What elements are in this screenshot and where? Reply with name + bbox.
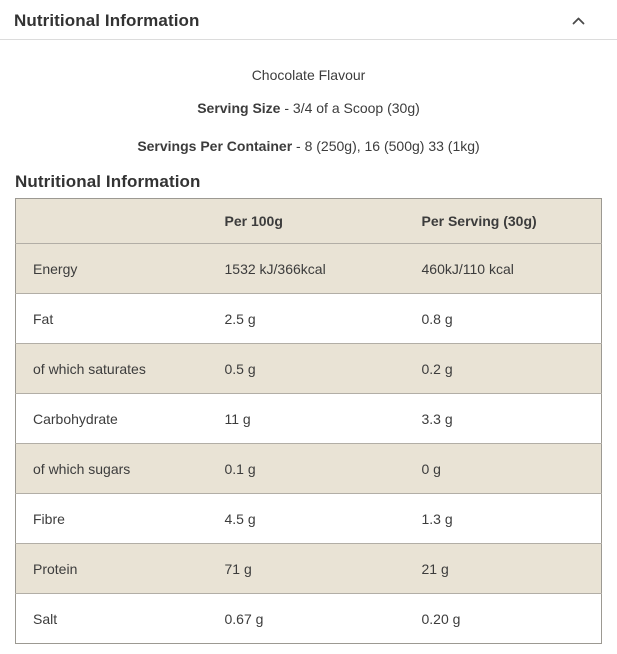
row-per-100g: 2.5 g [208, 293, 406, 344]
servings-value: - 8 (250g), 16 (500g) 33 (1kg) [292, 138, 480, 154]
row-label: Carbohydrate [15, 393, 209, 444]
header-cell-empty [15, 198, 209, 244]
row-per-100g: 0.5 g [208, 343, 406, 394]
servings-per-container-line: Servings Per Container - 8 (250g), 16 (5… [0, 138, 617, 154]
row-per-serving: 1.3 g [405, 493, 602, 544]
row-label: Salt [33, 610, 58, 627]
row-per-serving: 0.8 g [405, 293, 602, 344]
row-label: Protein [15, 543, 209, 594]
row-per-100g: 71 g [208, 543, 406, 594]
row-per-100g: 0.67 g [224, 610, 264, 627]
table-title: Nutritional Information [15, 172, 201, 191]
table-row: Fat 2.5 g 0.8 g [15, 293, 602, 344]
servings-label: Servings Per Container [137, 138, 293, 154]
row-per-serving: 0 g [405, 443, 602, 494]
table-row: Fibre 4.5 g 1.3 g [15, 493, 602, 544]
row-per-100g: 4.5 g [208, 493, 406, 544]
serving-size-value: - 3/4 of a Scoop (30g) [280, 100, 420, 116]
table-row: of which saturates 0.5 g 0.2 g [15, 343, 602, 394]
serving-info-block: Chocolate Flavour Serving Size - 3/4 of … [0, 67, 617, 154]
header-cell-per-serving: Per Serving (30g) [405, 198, 602, 244]
row-per-serving: 0.20 g [421, 610, 461, 627]
table-row: Energy 1532 kJ/366kcal 460kJ/110 kcal [15, 243, 602, 294]
table-row: Carbohydrate 11 g 3.3 g [15, 393, 602, 444]
row-per-100g: 11 g [208, 393, 406, 444]
row-per-100g: 0.1 g [208, 443, 406, 494]
accordion-header-nutritional-information[interactable]: Nutritional Information [0, 0, 617, 40]
row-label: of which sugars [15, 443, 209, 494]
header-cell-per-100g: Per 100g [208, 198, 406, 244]
table-row: of which sugars 0.1 g 0 g [15, 443, 602, 494]
row-per-serving: 460kJ/110 kcal [405, 243, 602, 294]
table-row: Protein 71 g 21 g [15, 543, 602, 594]
table-row: Salt 0.67 g 0.20 g [15, 593, 602, 644]
row-label: Fat [15, 293, 209, 344]
row-per-serving: 21 g [405, 543, 602, 594]
row-per-serving: 0.2 g [405, 343, 602, 394]
serving-size-label: Serving Size [197, 100, 281, 116]
row-per-100g: 1532 kJ/366kcal [208, 243, 406, 294]
row-label: of which saturates [15, 343, 209, 394]
nutrition-table: Per 100g Per Serving (30g) Energy 1532 k… [15, 198, 602, 644]
chevron-up-icon[interactable] [571, 14, 585, 28]
row-label: Energy [15, 243, 209, 294]
serving-size-line: Serving Size - 3/4 of a Scoop (30g) [0, 100, 617, 116]
row-per-serving: 3.3 g [405, 393, 602, 444]
table-header-row: Per 100g Per Serving (30g) [15, 198, 602, 244]
flavour-line: Chocolate Flavour [251, 67, 366, 83]
row-label: Fibre [15, 493, 209, 544]
accordion-title: Nutritional Information [14, 10, 200, 30]
